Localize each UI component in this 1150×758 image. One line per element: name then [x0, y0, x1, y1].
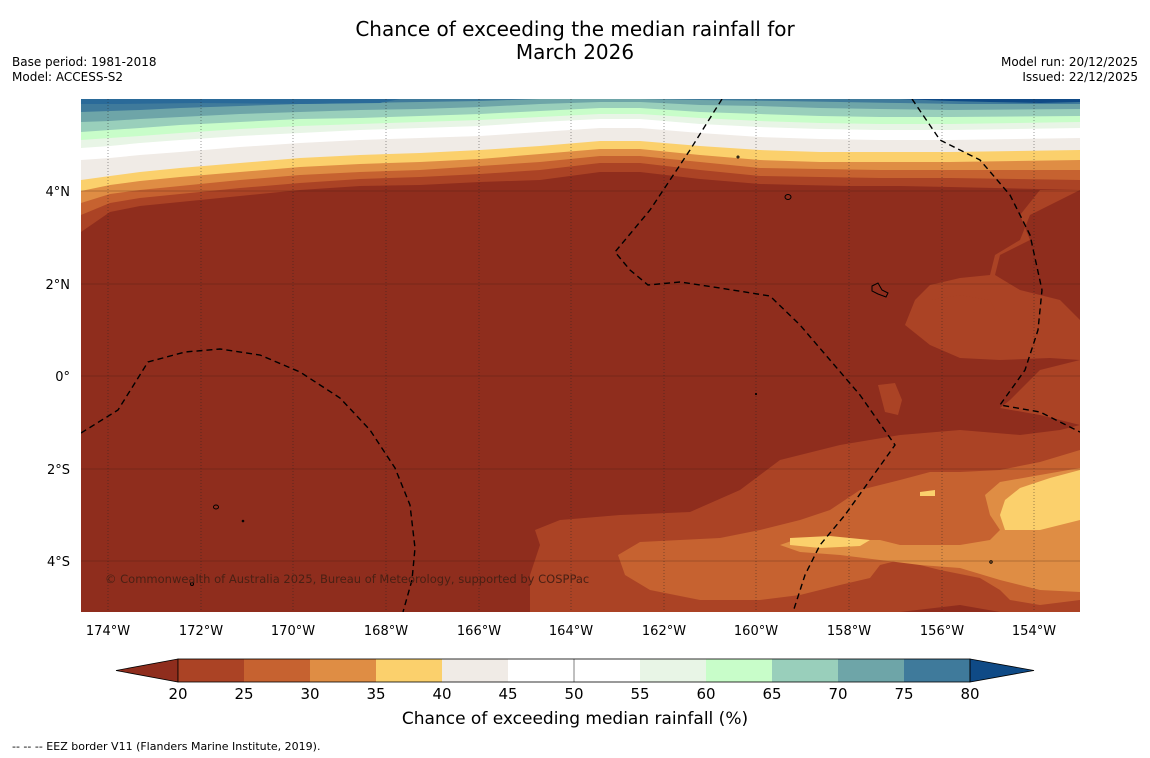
band-20-25-small [878, 383, 902, 415]
island-3 [213, 504, 219, 510]
model-name: Model: ACCESS-S2 [12, 70, 124, 84]
meta-right: Model run: 20/12/2025 Issued: 22/12/2025 [1001, 55, 1138, 85]
lon-label: 174°W [86, 624, 130, 639]
colorbar-tick: 50 [564, 685, 583, 700]
colorbar-tick: 55 [630, 685, 649, 700]
colorbar-segment [310, 659, 376, 682]
lon-label: 156°W [920, 624, 964, 639]
lon-label: 168°W [364, 624, 408, 639]
title-line-2: March 2026 [515, 40, 635, 64]
colorbar-tick: 40 [432, 685, 451, 700]
colorbar-segment [706, 659, 772, 682]
graticule [81, 190, 1080, 562]
band-above-80-north [900, 99, 1080, 103]
eez-border-west [81, 348, 416, 612]
lon-labels: 174°W 172°W 170°W 168°W 166°W 164°W 162°… [86, 624, 1056, 639]
island-5 [190, 582, 194, 586]
model-run: Model run: 20/12/2025 [1000, 55, 1138, 69]
colorbar-segment [838, 659, 904, 682]
colorbar-tick: 80 [960, 685, 979, 700]
copyright-text: © Commonwealth of Australia 2025, Bureau… [105, 572, 589, 586]
eez-border-east [911, 99, 1080, 433]
colorbar-segment [244, 659, 310, 682]
island-7 [754, 392, 758, 396]
island-4 [241, 519, 245, 523]
band-75-80-north-west [81, 99, 400, 104]
island-6 [989, 560, 993, 564]
lat-label: 2°N [46, 278, 71, 293]
eez-borders [81, 99, 1080, 612]
colorbar-tick: 75 [894, 685, 913, 700]
colorbar-above-80-arrow [969, 658, 1035, 683]
colorbar-tick: 45 [498, 685, 517, 700]
lat-label: 2°S [47, 463, 70, 478]
colorbar-tick: 20 [168, 685, 187, 700]
colorbar-tick: 65 [762, 685, 781, 700]
lon-label: 160°W [734, 624, 778, 639]
islands [190, 155, 993, 586]
colorbar-segment [442, 659, 508, 682]
band-35-40-south-mid [790, 536, 870, 548]
band-20-25-east-patch [930, 295, 1000, 330]
meta-left: Base period: 1981-2018 Model: ACCESS-S2 [12, 55, 157, 85]
lat-label: 0° [55, 370, 70, 385]
colorbar-segment [178, 659, 244, 682]
island-8 [736, 155, 740, 159]
band-35-40-south [1000, 470, 1080, 530]
band-70-75-north [81, 99, 1080, 122]
island-1 [784, 194, 792, 200]
issued-date: Issued: 22/12/2025 [1022, 70, 1138, 84]
title-line-1: Chance of exceeding the median rainfall … [355, 17, 795, 41]
lon-label: 170°W [271, 624, 315, 639]
lon-label: 166°W [457, 624, 501, 639]
colorbar-tick: 60 [696, 685, 715, 700]
lon-label: 158°W [827, 624, 871, 639]
colorbar-tick: 70 [828, 685, 847, 700]
colorbar-segment [640, 659, 706, 682]
colorbar-title: Chance of exceeding median rainfall (%) [401, 709, 749, 729]
eez-footnote: -- -- -- EEZ border V11 (Flanders Marine… [12, 740, 321, 753]
colorbar-ticks: 20 25 30 35 40 45 50 55 60 65 70 75 80 [168, 685, 979, 700]
base-period: Base period: 1981-2018 [12, 55, 157, 69]
colorbar-tick: 35 [366, 685, 385, 700]
forecast-map: © Commonwealth of Australia 2025, Bureau… [46, 99, 1080, 700]
colorbar-segment [772, 659, 838, 682]
lat-labels: 4°N 2°N 0° 2°S 4°S [46, 185, 71, 570]
colorbar-segment [904, 659, 970, 682]
colorbar-below-20-arrow [115, 658, 179, 683]
map-field [81, 99, 1080, 612]
colorbar [115, 658, 1035, 683]
lat-label: 4°S [47, 555, 70, 570]
eez-border-central [614, 99, 896, 612]
lon-label: 164°W [549, 624, 593, 639]
lon-label: 162°W [642, 624, 686, 639]
lon-label: 154°W [1012, 624, 1056, 639]
lon-label: 172°W [179, 624, 223, 639]
island-2 [871, 282, 889, 298]
lat-label: 4°N [46, 185, 71, 200]
chart-title: Chance of exceeding the median rainfall … [0, 18, 1150, 64]
band-35-40-small [920, 490, 935, 496]
colorbar-segment [376, 659, 442, 682]
colorbar-tick: 25 [234, 685, 253, 700]
colorbar-tick: 30 [300, 685, 319, 700]
